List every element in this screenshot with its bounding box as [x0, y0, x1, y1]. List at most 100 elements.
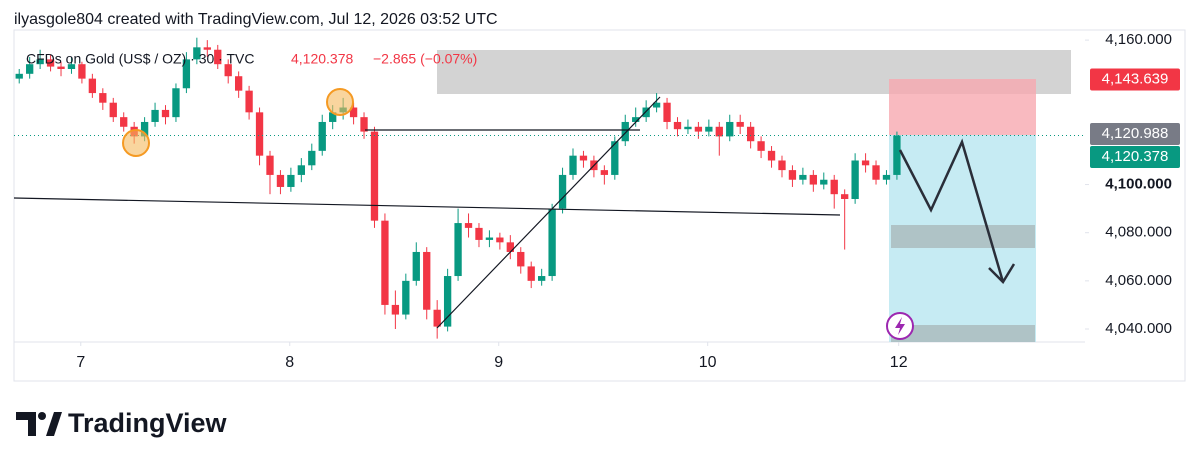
- candle-body: [527, 266, 535, 281]
- price-tag: [1090, 123, 1180, 146]
- candle-body: [287, 174, 295, 187]
- candle-body: [652, 102, 661, 108]
- trend-line: [436, 96, 661, 329]
- candle-body: [234, 76, 243, 91]
- candle-body: [88, 78, 97, 94]
- candle-body: [569, 155, 577, 175]
- candle-body: [360, 117, 368, 132]
- x-tick-label: 12: [890, 354, 908, 371]
- candle-body: [182, 59, 191, 89]
- candle-body: [684, 126, 692, 130]
- candle-body: [151, 109, 159, 122]
- frame: [13, 29, 1186, 382]
- candle-body: [318, 121, 326, 151]
- candle-body: [224, 64, 232, 77]
- x-tick-label: 8: [285, 354, 294, 371]
- candle-body: [26, 64, 34, 74]
- candle-body: [694, 126, 703, 132]
- candle-body: [297, 165, 305, 175]
- plot-area: [14, 37, 1085, 342]
- candle-body: [851, 160, 859, 199]
- candle-body: [705, 126, 713, 132]
- price-tag-label: 4,120.378: [1102, 148, 1169, 165]
- x-tick-label: 7: [76, 354, 85, 371]
- candle-body: [193, 47, 201, 60]
- brand: TradingView: [68, 408, 228, 438]
- candle-body: [579, 155, 588, 161]
- price-tag: [1090, 68, 1180, 91]
- candle-body: [15, 73, 23, 79]
- candle-body: [78, 64, 86, 79]
- change: −2.865 (−0.07%): [373, 51, 477, 67]
- y-tick-label: 4,160.000: [1105, 31, 1172, 48]
- candle-body: [308, 150, 316, 166]
- candle-body: [861, 160, 870, 166]
- header: ilyasgole804 created with TradingView.co…: [14, 11, 498, 28]
- candle-body: [830, 179, 838, 195]
- y-tick-label: 4,100.000: [1105, 176, 1172, 193]
- candle-body: [57, 66, 65, 69]
- candle-body: [611, 141, 619, 175]
- brand-logo: [16, 412, 62, 436]
- candle-body: [475, 227, 483, 240]
- arrow-head: [988, 263, 1016, 285]
- price-tag-label: 4,120.988: [1102, 125, 1169, 142]
- marker-circle: [326, 88, 354, 116]
- candle-body: [746, 126, 755, 142]
- candle-body: [255, 112, 264, 156]
- candle-body: [99, 93, 107, 103]
- candle-body: [329, 112, 337, 122]
- candle-body: [673, 121, 682, 130]
- candle-body: [266, 155, 274, 175]
- candle-body: [423, 251, 431, 310]
- candle-body: [820, 179, 828, 185]
- candle-body: [788, 170, 797, 180]
- support-box: [891, 325, 1035, 342]
- x-tick-label: 10: [699, 354, 717, 371]
- candle-body: [203, 47, 211, 50]
- candle-body: [517, 251, 525, 267]
- candle-body: [433, 309, 441, 327]
- candle-body: [506, 242, 514, 252]
- y-tick-label: 4,040.000: [1105, 320, 1172, 337]
- candle-body: [245, 90, 253, 113]
- candle-body: [600, 170, 609, 175]
- candle-body: [391, 304, 400, 315]
- candle-body: [882, 174, 891, 180]
- candle-body: [485, 237, 494, 240]
- candle-body: [454, 223, 462, 277]
- candle-body: [538, 276, 546, 281]
- candle-body: [558, 174, 567, 209]
- candle-body: [767, 150, 776, 161]
- x-tick-label: 9: [494, 354, 503, 371]
- lightning: [895, 317, 905, 335]
- candle-body: [778, 160, 786, 171]
- candle-body: [548, 208, 556, 277]
- candle-body: [799, 174, 807, 180]
- candle-body: [276, 174, 285, 187]
- candle-body: [381, 220, 389, 305]
- candle-body: [464, 223, 473, 228]
- candle-body: [841, 194, 849, 199]
- support-box: [891, 225, 1035, 248]
- candle-body: [46, 59, 55, 67]
- candle-body: [349, 107, 358, 118]
- candle-body: [109, 102, 117, 118]
- candle-body: [872, 165, 880, 180]
- y-tick-label: 4,080.000: [1105, 224, 1172, 241]
- candle-body: [809, 174, 817, 185]
- candle-body: [370, 131, 379, 221]
- projection-arrow: [898, 138, 1005, 283]
- candle-body: [214, 49, 222, 65]
- candle-body: [172, 88, 180, 118]
- candle-body: [726, 121, 734, 137]
- candle-body: [402, 280, 410, 315]
- candle-body: [496, 237, 504, 243]
- candle-body: [443, 276, 452, 327]
- candle-body: [736, 121, 744, 127]
- trend-line: [14, 197, 841, 216]
- candle-body: [663, 102, 671, 122]
- drawings: [14, 88, 1016, 340]
